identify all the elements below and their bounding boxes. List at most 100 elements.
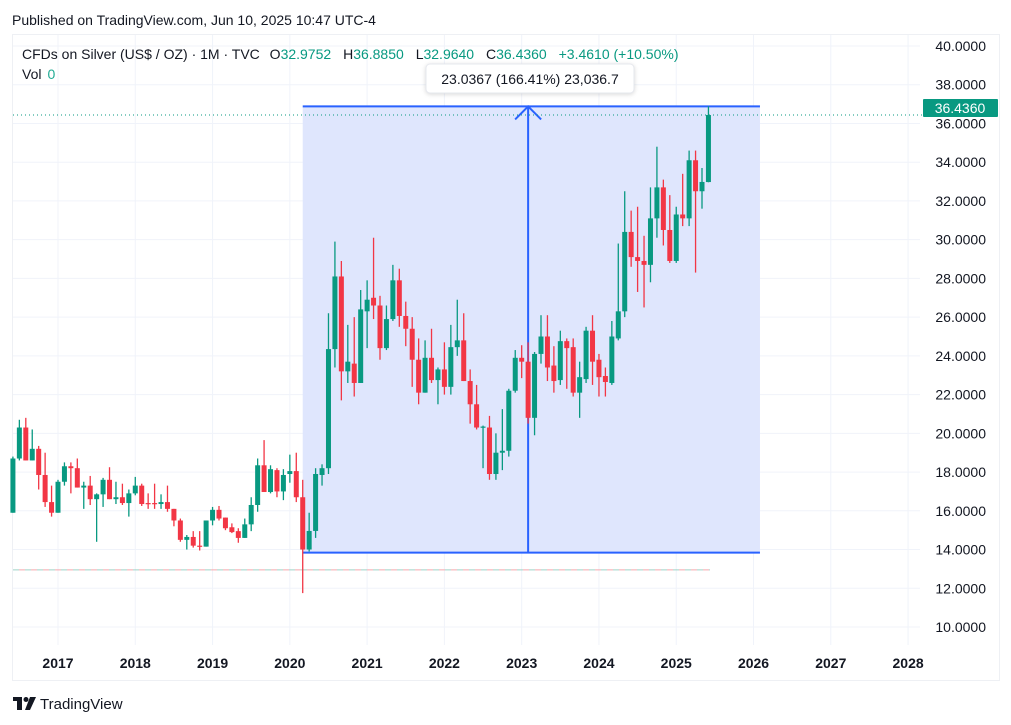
candle — [100, 477, 106, 507]
candle-body — [519, 357, 525, 362]
x-tick-label: 2020 — [274, 655, 305, 671]
candle — [570, 338, 576, 397]
candle — [596, 353, 602, 397]
candle-body — [158, 502, 164, 505]
candle — [325, 313, 331, 475]
candle — [441, 342, 447, 395]
candle-body — [544, 336, 550, 368]
candle-body — [338, 276, 344, 372]
candle-body — [287, 471, 293, 475]
candle-body — [609, 336, 615, 383]
candle-body — [119, 497, 125, 504]
candle-body — [551, 365, 557, 382]
y-tick-label: 36.0000 — [935, 115, 986, 131]
candle-body — [100, 479, 106, 495]
candle — [396, 268, 402, 327]
candle — [94, 493, 100, 542]
candle-body — [422, 357, 428, 393]
candle — [622, 191, 628, 318]
candle — [409, 317, 415, 387]
candle — [113, 481, 119, 505]
candle-body — [29, 448, 35, 461]
x-tick-label: 2024 — [583, 655, 614, 671]
tradingview-logo[interactable]: TradingView — [13, 696, 123, 713]
candle — [293, 452, 299, 503]
candle-body — [280, 474, 286, 492]
candle-body — [113, 497, 119, 500]
candle-body — [480, 426, 486, 428]
high-label: H — [343, 46, 353, 62]
candle-body — [229, 527, 235, 533]
candle — [435, 367, 441, 405]
candle — [499, 409, 505, 471]
candle — [287, 454, 293, 483]
time-axis[interactable]: 2017 2018 2019 2020 2021 2022 2023 2024 2025 2026… — [42, 655, 923, 671]
candle-body — [55, 481, 61, 513]
y-tick-label: 12.0000 — [935, 580, 986, 596]
candle — [16, 419, 22, 461]
candle — [74, 458, 80, 488]
candle — [383, 305, 389, 351]
candle — [42, 452, 48, 507]
candle — [319, 464, 325, 486]
candle — [119, 483, 125, 505]
candle-body — [641, 260, 647, 265]
candle-body — [635, 257, 641, 261]
candle-body — [306, 530, 312, 550]
high-value: 36.8850 — [353, 46, 404, 62]
tradingview-brand: TradingView — [40, 696, 123, 713]
candle-body — [293, 471, 299, 498]
candle-body — [81, 485, 87, 488]
candle — [222, 517, 228, 531]
y-tick-label: 32.0000 — [935, 193, 986, 209]
candle-body — [242, 524, 248, 538]
candle-body — [171, 508, 177, 521]
candle — [49, 485, 55, 517]
candle-body — [345, 361, 351, 372]
candle — [255, 458, 261, 512]
candle — [158, 494, 164, 509]
candle — [229, 523, 235, 534]
candle-body — [87, 485, 93, 500]
candle — [364, 280, 370, 349]
candle-body — [255, 465, 261, 505]
candle-body — [74, 468, 80, 488]
candle — [403, 301, 409, 347]
candle-body — [577, 377, 583, 393]
candle-body — [325, 349, 331, 469]
candle-body — [42, 474, 48, 503]
measure-label: 23.0367 (166.41%) 23,036.7 — [425, 63, 635, 94]
low-value: 32.9640 — [423, 46, 474, 62]
y-tick-label: 30.0000 — [935, 232, 986, 248]
candle — [641, 235, 647, 308]
change-value: +3.4610 (+10.50%) — [559, 46, 679, 62]
tradingview-logo-icon — [13, 697, 36, 710]
candle — [416, 338, 422, 405]
candle — [29, 429, 35, 461]
candle — [268, 465, 274, 494]
x-tick-label: 2028 — [893, 655, 924, 671]
y-tick-label: 16.0000 — [935, 503, 986, 519]
x-tick-label: 2019 — [197, 655, 228, 671]
candle — [519, 345, 525, 379]
candle-body — [248, 504, 254, 525]
price-axis[interactable]: 40.0000 38.0000 36.0000 34.0000 32.0000 30.00… — [935, 38, 986, 635]
candle-body — [448, 347, 454, 387]
candle — [338, 260, 344, 401]
candle-body — [570, 347, 576, 393]
candle — [132, 476, 138, 496]
y-tick-label: 18.0000 — [935, 464, 986, 480]
candle-body — [467, 381, 473, 405]
candle — [332, 241, 338, 368]
close-label: C — [486, 46, 496, 62]
candle — [628, 210, 634, 267]
candle — [532, 351, 538, 436]
candle — [461, 313, 467, 382]
candle-body — [622, 231, 628, 312]
candle-body — [532, 353, 538, 418]
candle-body — [274, 470, 280, 492]
candle — [164, 485, 170, 512]
candle-body — [332, 276, 338, 350]
y-tick-label: 26.0000 — [935, 309, 986, 325]
